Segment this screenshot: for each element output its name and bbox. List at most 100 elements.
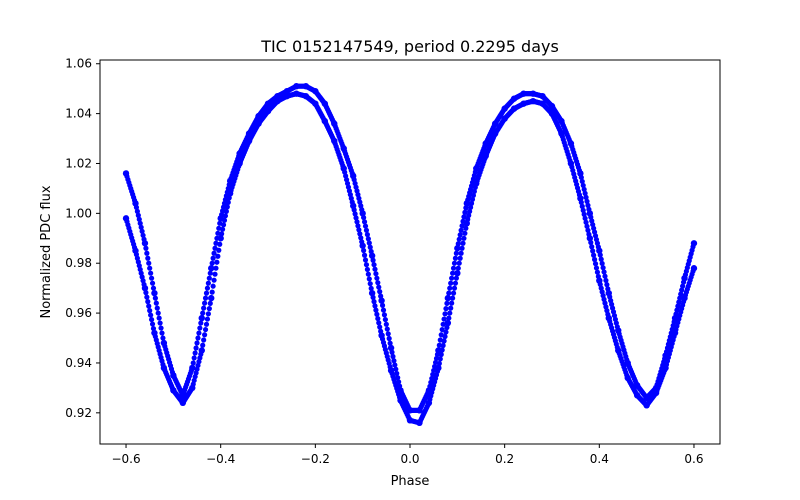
data-point: [461, 214, 467, 220]
data-point: [601, 269, 607, 275]
data-point: [384, 326, 390, 332]
data-point: [197, 325, 203, 331]
data-point: [604, 282, 610, 288]
data-point: [352, 211, 358, 217]
data-point: [202, 300, 208, 306]
data-point: [141, 284, 149, 292]
data-point: [144, 250, 150, 256]
x-tick-label: 0.2: [495, 452, 514, 466]
data-point: [226, 195, 232, 201]
data-point: [379, 302, 386, 308]
data-point: [448, 305, 454, 311]
data-point: [198, 347, 205, 354]
data-point: [452, 255, 459, 261]
data-point: [196, 330, 202, 336]
data-point: [204, 316, 211, 322]
data-point: [450, 290, 457, 296]
data-point: [459, 245, 465, 251]
data-point: [210, 255, 216, 261]
data-point: [436, 342, 442, 348]
data-point: [441, 316, 447, 322]
data-point: [137, 220, 143, 226]
x-tick-label: −0.4: [206, 452, 235, 466]
data-point: [205, 311, 211, 317]
data-point: [198, 320, 204, 326]
data-point: [224, 204, 230, 210]
data-point: [368, 252, 376, 259]
data-point: [354, 219, 360, 225]
data-point: [690, 265, 698, 272]
data-point: [145, 299, 151, 305]
data-point: [433, 355, 440, 362]
data-point: [580, 182, 586, 189]
data-point: [396, 379, 402, 385]
y-tick-label: 1.00: [65, 206, 92, 220]
data-point: [211, 250, 217, 256]
data-point: [453, 275, 459, 281]
data-point: [155, 310, 161, 316]
data-point: [140, 232, 146, 238]
data-point: [583, 194, 589, 200]
x-tick-label: −0.2: [301, 452, 330, 466]
data-point: [222, 213, 229, 219]
data-point: [450, 265, 457, 271]
data-point: [443, 329, 449, 335]
data-point: [588, 239, 594, 246]
data-point: [589, 244, 595, 250]
data-point: [441, 338, 447, 344]
data-point: [362, 257, 369, 263]
y-axis-ticks: 0.92 0.94 0.96 0.98 1.00 1.02 1.04 1.06: [65, 57, 100, 420]
y-tick-label: 0.92: [65, 406, 92, 420]
data-point: [581, 186, 587, 193]
data-point: [470, 192, 477, 198]
data-point: [376, 284, 382, 290]
y-tick-label: 1.04: [65, 107, 92, 121]
data-point: [456, 260, 462, 266]
data-point: [220, 222, 227, 228]
data-point: [363, 262, 370, 268]
data-point: [133, 204, 140, 210]
data-point: [146, 303, 152, 309]
data-point: [201, 305, 207, 311]
data-point: [370, 294, 376, 300]
data-point: [381, 312, 388, 318]
data-point: [371, 299, 377, 305]
data-point: [200, 310, 206, 316]
data-point: [448, 280, 454, 286]
data-point: [442, 311, 448, 317]
data-point: [159, 330, 165, 336]
data-point: [356, 227, 362, 233]
data-point: [450, 295, 456, 301]
data-point: [191, 355, 197, 361]
data-point: [439, 347, 445, 353]
y-tick-label: 1.02: [65, 156, 92, 170]
data-point: [370, 257, 376, 263]
y-tick-label: 0.96: [65, 306, 92, 320]
data-point: [359, 210, 366, 217]
data-point: [592, 261, 599, 267]
data-point: [146, 260, 152, 266]
data-point: [148, 312, 154, 318]
data-point: [377, 324, 383, 330]
data-point: [440, 321, 446, 327]
data-point: [366, 276, 372, 282]
data-point: [455, 265, 461, 271]
data-point: [444, 294, 452, 302]
data-point: [211, 277, 217, 283]
data-point: [194, 340, 200, 346]
x-tick-label: 0.0: [400, 452, 419, 466]
data-point: [453, 250, 459, 256]
data-point: [690, 240, 698, 247]
data-point: [392, 362, 398, 368]
data-point: [440, 342, 446, 349]
data-point: [195, 335, 201, 341]
data-point: [143, 290, 149, 296]
data-point: [591, 256, 598, 263]
data-point: [139, 228, 145, 234]
data-point: [209, 260, 215, 266]
data-point: [582, 190, 588, 196]
data-point: [675, 303, 681, 309]
x-tick-label: 0.4: [590, 452, 609, 466]
data-point: [149, 321, 156, 327]
